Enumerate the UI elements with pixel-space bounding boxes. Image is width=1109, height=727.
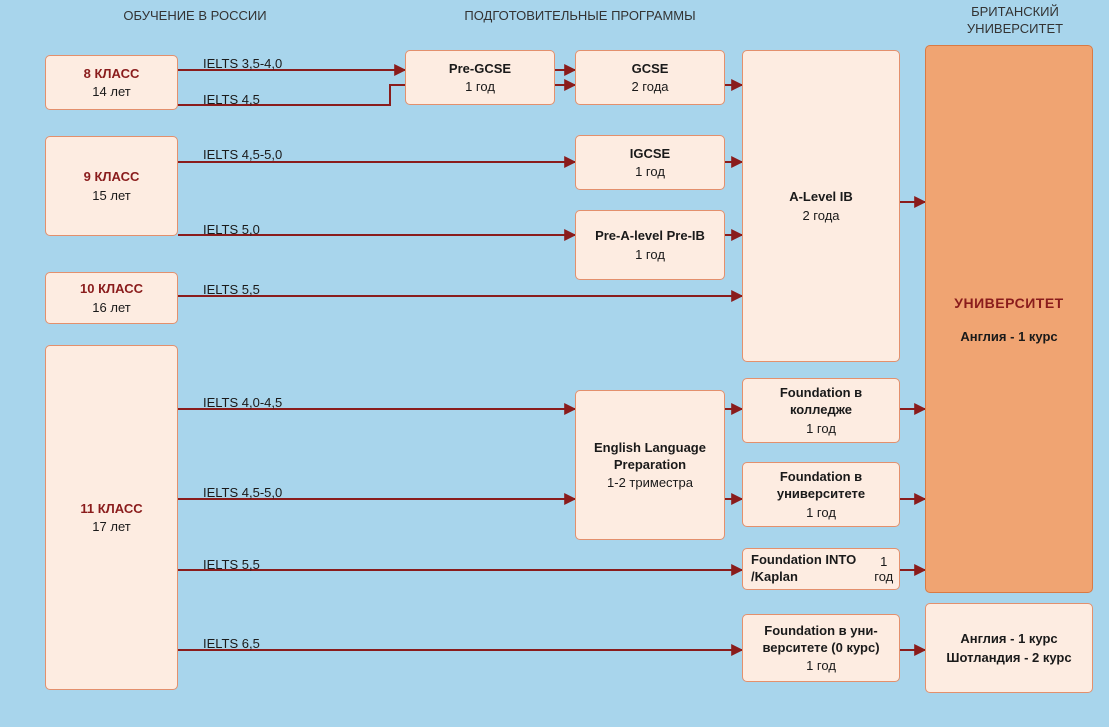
header-col1: ОБУЧЕНИЕ В РОССИИ	[95, 8, 295, 23]
ielts-label-9: IELTS 6,5	[203, 636, 260, 651]
prealevel-box: Pre-A-level Pre-IB 1 год	[575, 210, 725, 280]
gcse-sub: 2 года	[631, 79, 668, 94]
igcse-box: IGCSE 1 год	[575, 135, 725, 190]
ielts-label-6: IELTS 4,0-4,5	[203, 395, 282, 410]
university-secondary-box: Англия - 1 курс Шотландия - 2 курс	[925, 603, 1093, 693]
grade-8-box: 8 КЛАСС 14 лет	[45, 55, 178, 110]
grade-10-title: 10 КЛАСС	[80, 281, 143, 298]
foundation-into-sub: 1 год	[873, 554, 896, 584]
foundation-uni-sub: 1 год	[806, 505, 836, 520]
elp-sub: 1-2 триместра	[607, 475, 693, 490]
university-sub: Англия - 1 курс	[960, 329, 1057, 344]
pregcse-box: Pre-GCSE 1 год	[405, 50, 555, 105]
grade-8-sub: 14 лет	[92, 84, 130, 99]
grade-8-title: 8 КЛАСС	[84, 66, 140, 83]
igcse-title: IGCSE	[630, 146, 670, 163]
grade-9-box: 9 КЛАСС 15 лет	[45, 136, 178, 236]
ielts-label-1: IELTS 3,5-4,0	[203, 56, 282, 71]
grade-10-box: 10 КЛАСС 16 лет	[45, 272, 178, 324]
foundation-zero-title: Foundation в уни-верситете (0 курс)	[747, 623, 895, 657]
header-col3: БРИТАНСКИЙ УНИВЕРСИТЕТ	[935, 4, 1095, 38]
grade-9-title: 9 КЛАСС	[84, 169, 140, 186]
foundation-zero-box: Foundation в уни-верситете (0 курс) 1 го…	[742, 614, 900, 682]
foundation-college-box: Foundation в колледже 1 год	[742, 378, 900, 443]
foundation-uni-box: Foundation в университете 1 год	[742, 462, 900, 527]
foundation-college-title: Foundation в колледже	[747, 385, 895, 419]
grade-11-box: 11 КЛАСС 17 лет	[45, 345, 178, 690]
grade-9-sub: 15 лет	[92, 188, 130, 203]
grade-11-sub: 17 лет	[92, 519, 130, 534]
pregcse-sub: 1 год	[465, 79, 495, 94]
ielts-label-4: IELTS 5,0	[203, 222, 260, 237]
ielts-label-8: IELTS 5,5	[203, 557, 260, 572]
diagram-canvas: ОБУЧЕНИЕ В РОССИИ ПОДГОТОВИТЕЛЬНЫЕ ПРОГР…	[0, 0, 1109, 727]
foundation-zero-sub: 1 год	[806, 658, 836, 673]
prealevel-title: Pre-A-level Pre-IB	[595, 228, 705, 245]
foundation-into-title: Foundation INTO /Kaplan	[751, 552, 869, 586]
foundation-college-sub: 1 год	[806, 421, 836, 436]
ielts-label-5: IELTS 5,5	[203, 282, 260, 297]
university-title: УНИВЕРСИТЕТ	[954, 295, 1063, 311]
alevel-title: A-Level IB	[789, 189, 853, 206]
grade-11-title: 11 КЛАСС	[80, 501, 142, 518]
university-main-box: УНИВЕРСИТЕТ Англия - 1 курс	[925, 45, 1093, 593]
elp-title: English Language Preparation	[580, 440, 720, 474]
gcse-box: GCSE 2 года	[575, 50, 725, 105]
igcse-sub: 1 год	[635, 164, 665, 179]
foundation-into-box: Foundation INTO /Kaplan 1 год	[742, 548, 900, 590]
gcse-title: GCSE	[632, 61, 669, 78]
university-sec-line2: Шотландия - 2 курс	[946, 648, 1071, 668]
header-col2: ПОДГОТОВИТЕЛЬНЫЕ ПРОГРАММЫ	[450, 8, 710, 23]
pregcse-title: Pre-GCSE	[449, 61, 511, 78]
prealevel-sub: 1 год	[635, 247, 665, 262]
ielts-label-3: IELTS 4,5-5,0	[203, 147, 282, 162]
foundation-uni-title: Foundation в университете	[747, 469, 895, 503]
grade-10-sub: 16 лет	[92, 300, 130, 315]
ielts-label-2: IELTS 4,5	[203, 92, 260, 107]
alevel-box: A-Level IB 2 года	[742, 50, 900, 362]
alevel-sub: 2 года	[802, 208, 839, 223]
university-sec-line1: Англия - 1 курс	[960, 629, 1057, 649]
ielts-label-7: IELTS 4,5-5,0	[203, 485, 282, 500]
elp-box: English Language Preparation 1-2 тримест…	[575, 390, 725, 540]
